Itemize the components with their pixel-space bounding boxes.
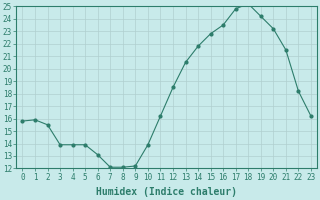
X-axis label: Humidex (Indice chaleur): Humidex (Indice chaleur) [96,187,237,197]
